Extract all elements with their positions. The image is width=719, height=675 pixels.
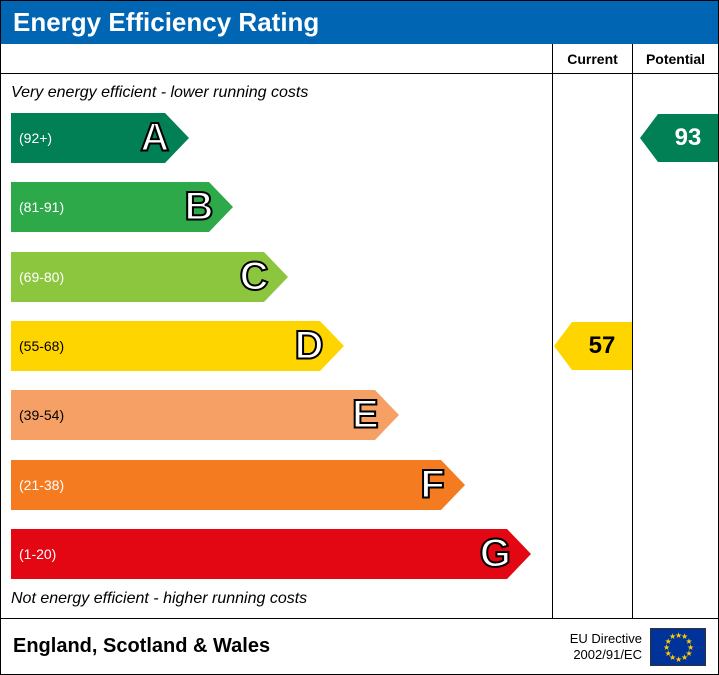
band-range-a: (92+)	[19, 130, 52, 146]
band-range-g: (1-20)	[19, 546, 56, 562]
potential-column: Potential 93	[633, 44, 718, 618]
potential-rating-row-g	[633, 526, 718, 582]
band-letter-b: B	[184, 185, 213, 230]
current-rating-row-b	[553, 179, 632, 235]
band-letter-g: G	[480, 531, 511, 576]
band-range-e: (39-54)	[19, 407, 64, 423]
chart-body: Very energy efficient - lower running co…	[1, 44, 718, 618]
footer-region: England, Scotland & Wales	[13, 635, 270, 658]
current-rating-row-g	[553, 526, 632, 582]
epc-container: Energy Efficiency Rating Very energy eff…	[0, 0, 719, 675]
bands-column-header	[1, 44, 552, 74]
band-letter-a: A	[140, 116, 169, 161]
band-bar-g: (1-20)G	[11, 529, 507, 579]
band-row-g: (1-20) G	[1, 526, 552, 582]
current-rating-row-a	[553, 110, 632, 166]
current-rating-slot: 57	[553, 74, 632, 618]
potential-rating-value: 93	[675, 124, 702, 152]
potential-rating-row-b	[633, 179, 718, 235]
band-letter-f: F	[420, 462, 444, 507]
potential-column-header: Potential	[633, 44, 718, 74]
current-rating-row-c	[553, 249, 632, 305]
band-bar-e: (39-54)E	[11, 390, 375, 440]
potential-rating-row-e	[633, 387, 718, 443]
band-row-f: (21-38) F	[1, 457, 552, 513]
directive-line1: EU Directive	[570, 631, 642, 647]
band-letter-c: C	[240, 254, 269, 299]
band-bar-d: (55-68)D	[11, 321, 320, 371]
band-row-c: (69-80) C	[1, 249, 552, 305]
band-row-a: (92+) A	[1, 110, 552, 166]
current-column-header: Current	[553, 44, 632, 74]
band-range-b: (81-91)	[19, 199, 64, 215]
footer: England, Scotland & Wales EU Directive 2…	[1, 618, 718, 674]
current-rating-value: 57	[589, 332, 616, 360]
chart-area: Very energy efficient - lower running co…	[1, 74, 552, 618]
directive-line2: 2002/91/EC	[570, 647, 642, 663]
band-row-d: (55-68) D	[1, 318, 552, 374]
band-letter-e: E	[352, 393, 379, 438]
potential-rating-row-a: 93	[633, 110, 718, 166]
potential-rating-arrow: 93	[658, 114, 718, 162]
band-range-d: (55-68)	[19, 338, 64, 354]
band-bar-f: (21-38) F	[11, 460, 441, 510]
chart-title: Energy Efficiency Rating	[1, 1, 718, 44]
band-range-c: (69-80)	[19, 269, 64, 285]
band-bar-a: (92+)A	[11, 113, 165, 163]
band-bar-b: (81-91)B	[11, 182, 209, 232]
potential-rating-row-d	[633, 318, 718, 374]
current-rating-row-d: 57	[553, 318, 632, 374]
band-letter-d: D	[295, 323, 324, 368]
current-rating-arrow: 57	[572, 322, 632, 370]
band-bar-c: (69-80)C	[11, 252, 264, 302]
band-row-e: (39-54) E	[1, 387, 552, 443]
current-column: Current 57	[553, 44, 633, 618]
potential-rating-row-f	[633, 457, 718, 513]
eu-star-icon: ★	[669, 632, 676, 641]
potential-rating-row-c	[633, 249, 718, 305]
band-range-f: (21-38)	[19, 477, 64, 493]
bands-wrap: (92+) A (81-91) B (69-80) C (55-68) D (39-54) E (2…	[1, 106, 552, 586]
band-row-b: (81-91) B	[1, 179, 552, 235]
top-caption: Very energy efficient - lower running co…	[1, 80, 552, 106]
footer-directive: EU Directive 2002/91/EC	[570, 631, 642, 662]
footer-right: EU Directive 2002/91/EC ★★★★★★★★★★★★	[570, 628, 706, 666]
eu-flag-icon: ★★★★★★★★★★★★	[650, 628, 706, 666]
current-rating-row-e	[553, 387, 632, 443]
potential-rating-slot: 93	[633, 74, 718, 618]
bottom-caption: Not energy efficient - higher running co…	[1, 586, 552, 612]
bands-column: Very energy efficient - lower running co…	[1, 44, 553, 618]
current-rating-row-f	[553, 457, 632, 513]
